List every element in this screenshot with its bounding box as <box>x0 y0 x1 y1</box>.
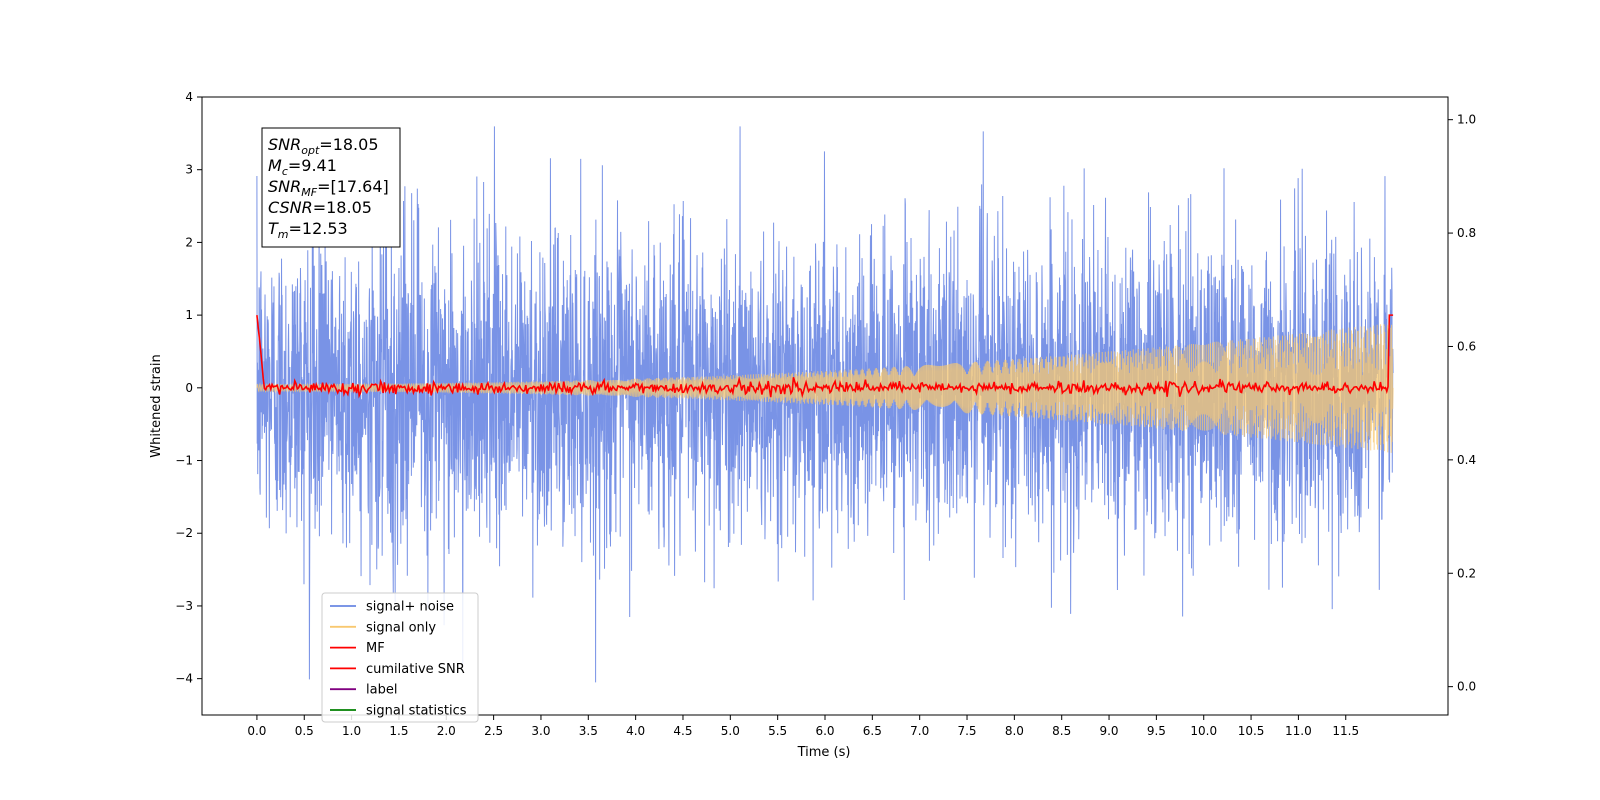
annotation-line: SNRopt=18.05 <box>268 135 379 157</box>
x-tick-label: 6.0 <box>815 724 834 738</box>
legend-label: cumilative SNR <box>366 662 465 677</box>
y2-tick-label: 0.8 <box>1457 226 1476 240</box>
y2-tick-label: 0.6 <box>1457 339 1476 353</box>
x-tick-label: 4.0 <box>626 724 645 738</box>
legend-label: MF <box>366 641 385 656</box>
y2-tick-label: 0.2 <box>1457 566 1476 580</box>
plot-area <box>256 126 1394 683</box>
x-axis-ticks: 0.0 0.5 1.0 1.5 2.0 2.5 3.0 3.5 4.0 4.5 5.0 5.5 6.0 6… <box>247 715 1359 738</box>
y2-tick-label: 1.0 <box>1457 113 1476 127</box>
x-tick-label: 7.0 <box>910 724 929 738</box>
x-tick-label: 7.5 <box>957 724 976 738</box>
y2-tick-label: 0.0 <box>1457 680 1476 694</box>
x-tick-label: 3.5 <box>579 724 598 738</box>
x-tick-label: 5.0 <box>721 724 740 738</box>
legend-label: signal+ noise <box>366 600 454 615</box>
x-tick-label: 1.5 <box>389 724 408 738</box>
legend: signal+ noise signal only MF cumilative SNR… <box>321 592 479 723</box>
annotation-line: SNRMF=[17.64] <box>268 177 389 199</box>
x-tick-label: 11.5 <box>1332 724 1359 738</box>
x-tick-label: 8.5 <box>1052 724 1071 738</box>
x-tick-label: 0.0 <box>247 724 266 738</box>
y-axis-ticks: 4 3 2 1 0 −1 −2 −3 −4 <box>175 90 202 686</box>
x-tick-label: 9.0 <box>1099 724 1118 738</box>
legend-label: signal only <box>366 620 436 635</box>
y-tick-label: −1 <box>175 454 193 468</box>
y2-axis-ticks: 1.0 0.8 0.6 0.4 0.2 0.0 <box>1448 113 1476 694</box>
x-tick-label: 4.5 <box>673 724 692 738</box>
y-tick-label: 3 <box>185 163 193 177</box>
metrics-annotation-box: SNRopt=18.05Mc=9.41SNRMF=[17.64]CSNR=18.… <box>261 127 401 248</box>
annotation-frame <box>261 127 401 248</box>
x-tick-label: 10.0 <box>1190 724 1217 738</box>
legend-frame <box>321 592 479 723</box>
x-tick-label: 2.0 <box>437 724 456 738</box>
x-tick-label: 6.5 <box>863 724 882 738</box>
y-tick-label: −4 <box>175 672 193 686</box>
x-tick-label: 11.0 <box>1285 724 1312 738</box>
x-tick-label: 8.0 <box>1005 724 1024 738</box>
y-axis-label: Whitened strain <box>149 354 164 457</box>
x-tick-label: 10.5 <box>1238 724 1265 738</box>
y-tick-label: −3 <box>175 599 193 613</box>
annotation-line: Tm=12.53 <box>268 219 348 241</box>
legend-label: label <box>366 683 397 698</box>
annotation-line: Mc=9.41 <box>268 156 337 178</box>
y-tick-label: 0 <box>185 381 193 395</box>
y-tick-label: 4 <box>185 90 193 104</box>
series-mf <box>256 314 1394 399</box>
x-axis-label: Time (s) <box>797 745 851 760</box>
y-tick-label: 2 <box>185 235 193 249</box>
x-tick-label: 0.5 <box>295 724 314 738</box>
x-tick-label: 1.0 <box>342 724 361 738</box>
x-tick-label: 2.5 <box>484 724 503 738</box>
y2-tick-label: 0.4 <box>1457 453 1476 467</box>
series-line <box>256 314 1394 399</box>
x-tick-label: 5.5 <box>768 724 787 738</box>
y-tick-label: −2 <box>175 526 193 540</box>
annotation-line: CSNR=18.05 <box>268 198 372 217</box>
y-tick-label: 1 <box>185 308 193 322</box>
x-tick-label: 9.5 <box>1147 724 1166 738</box>
legend-label: signal statistics <box>366 704 467 719</box>
x-tick-label: 3.0 <box>531 724 550 738</box>
